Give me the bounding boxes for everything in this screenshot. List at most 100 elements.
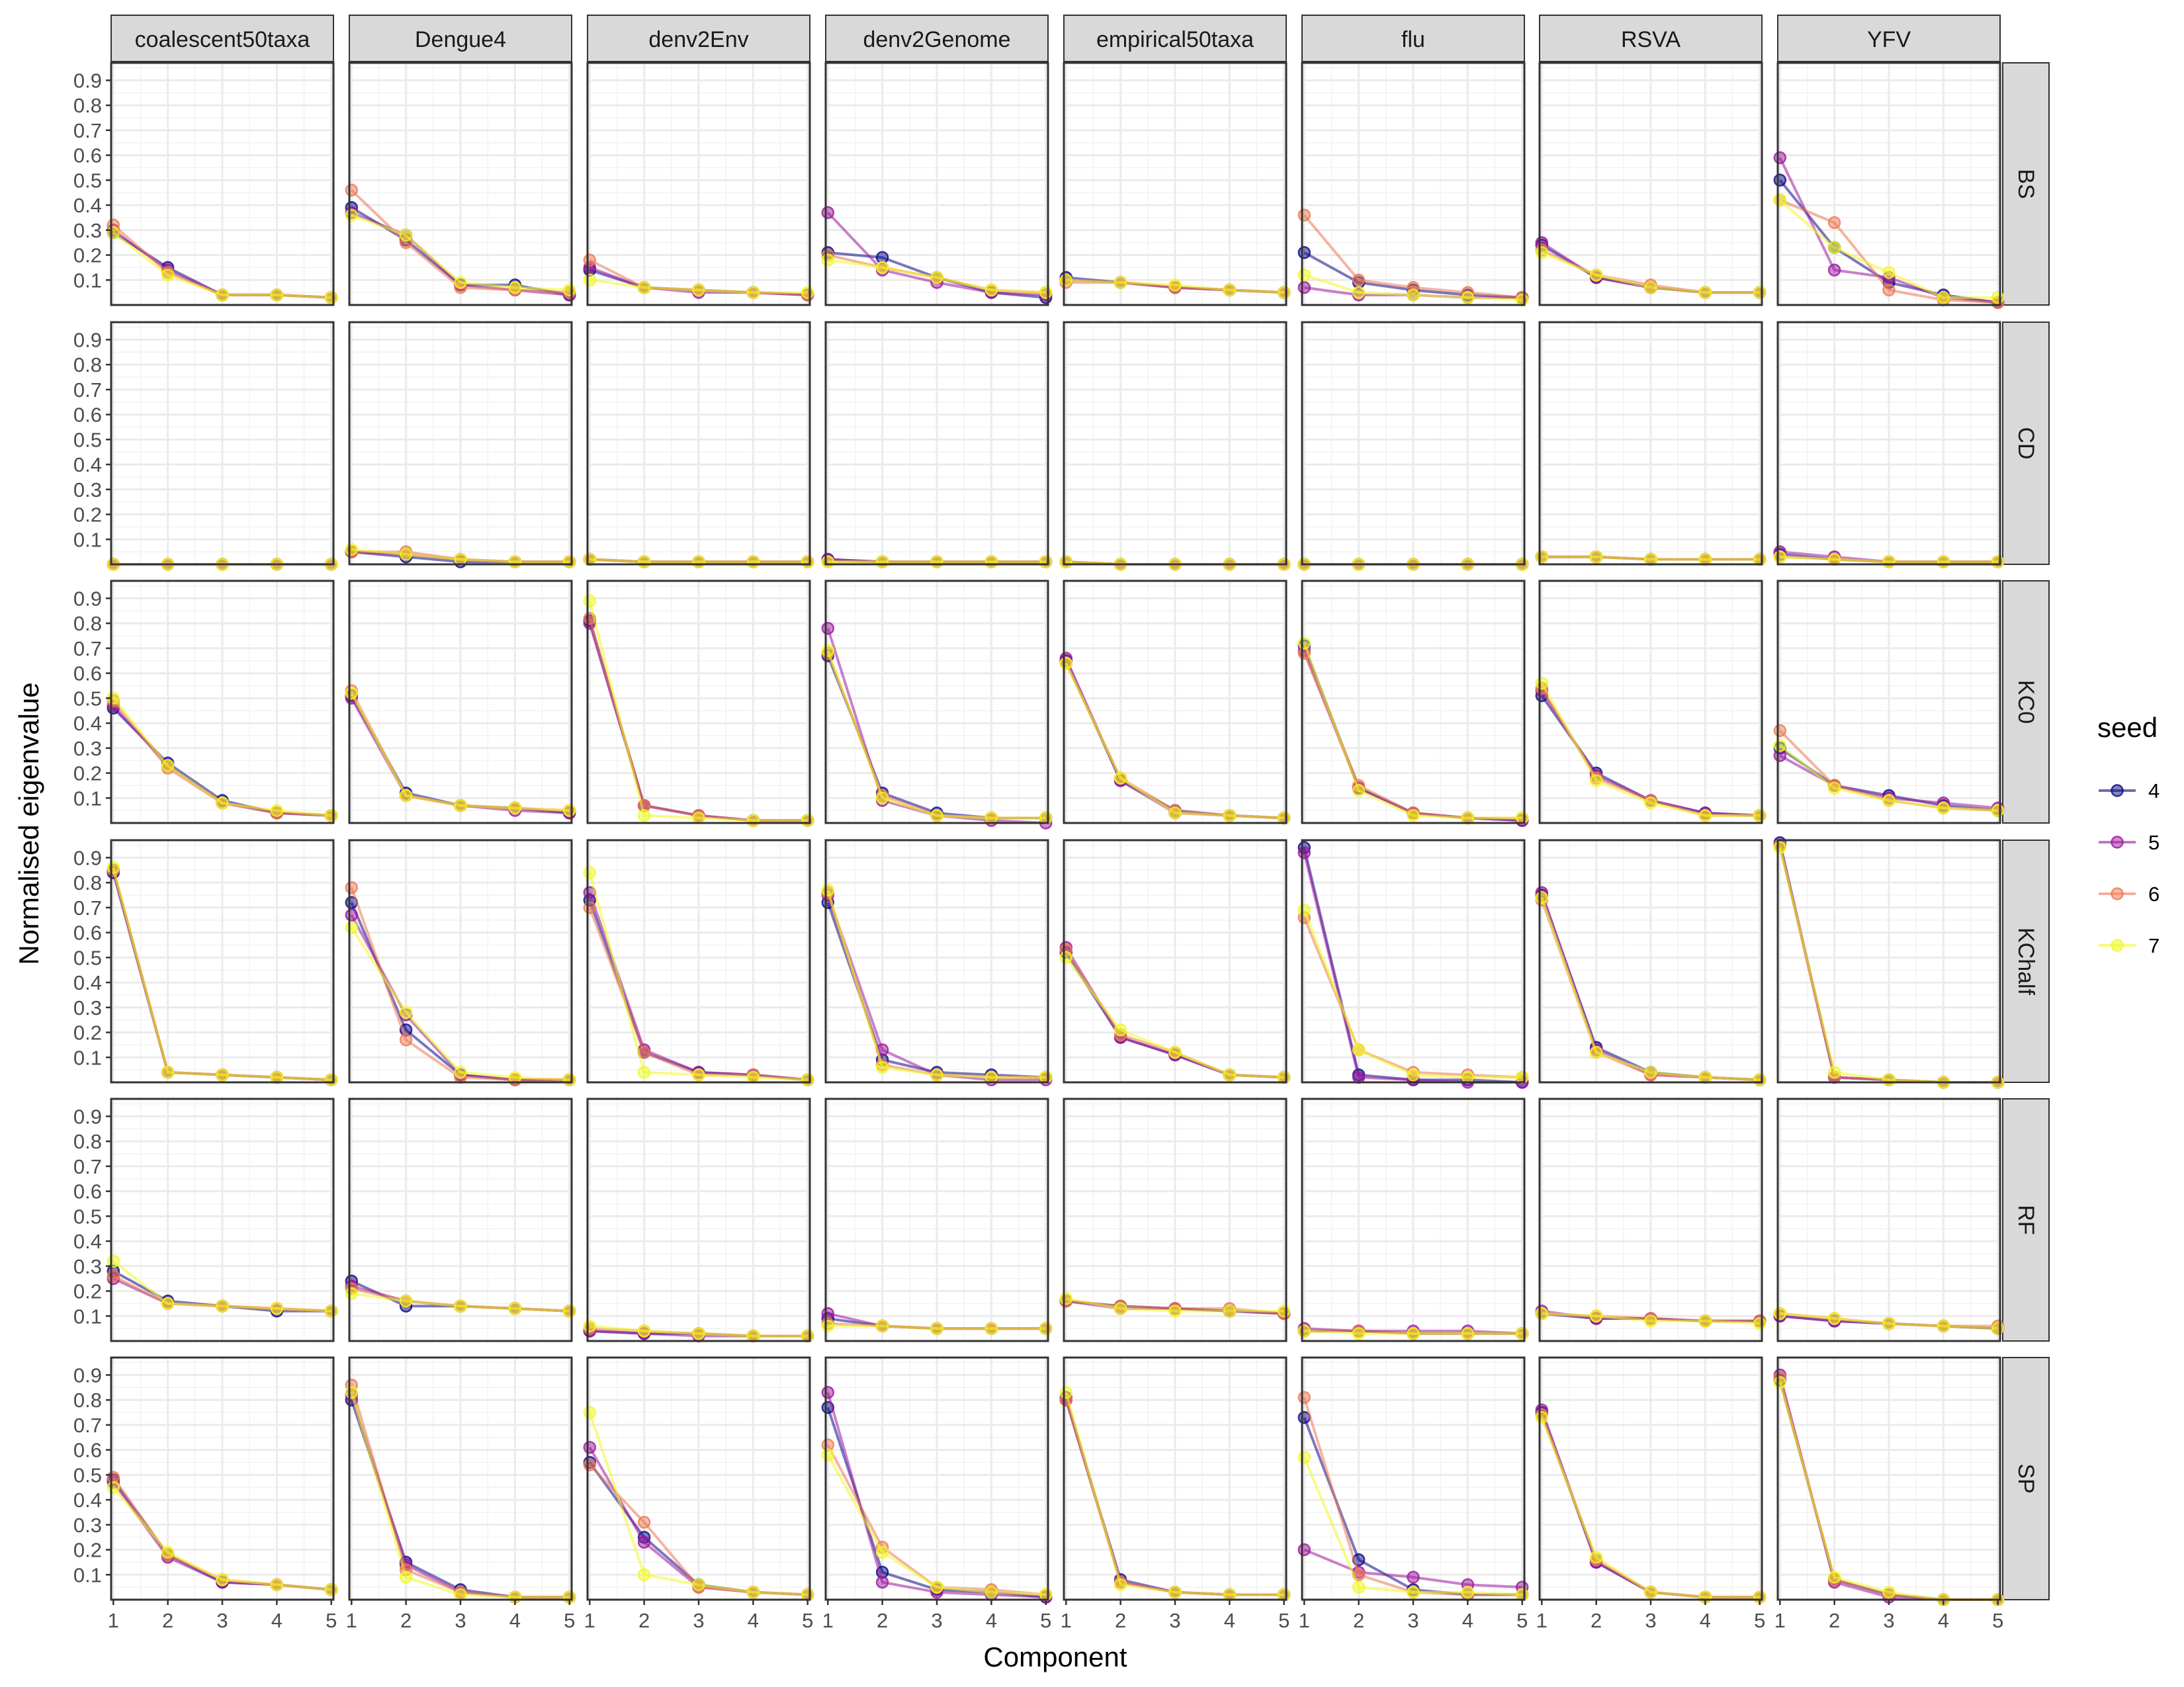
data-point — [583, 552, 597, 566]
data-point — [1297, 636, 1311, 650]
data-point — [1461, 1326, 1475, 1340]
row-strip-BS — [2002, 62, 2050, 306]
panel-SP-Dengue4: 1 2 3 4 5 — [345, 1356, 576, 1632]
data-point — [1882, 266, 1896, 279]
panel-SP-YFV: 1 2 3 4 5 — [1773, 1356, 2005, 1632]
data-point — [1644, 281, 1657, 294]
y-tick-label: 0.6 — [73, 144, 102, 167]
data-point — [583, 1319, 597, 1333]
y-tick-label: 0.1 — [73, 528, 102, 551]
x-tick-label: 2 — [162, 1609, 173, 1632]
data-point — [1277, 1304, 1291, 1318]
y-tick-label: 0.1 — [73, 1305, 102, 1328]
data-point — [1644, 797, 1657, 810]
data-point — [1827, 1571, 1841, 1584]
data-point — [345, 183, 359, 197]
x-tick-label: 5 — [564, 1609, 575, 1632]
x-tick-label: 3 — [1645, 1609, 1656, 1632]
data-point — [1535, 246, 1549, 259]
data-point — [1277, 1588, 1291, 1602]
data-point — [1515, 293, 1529, 307]
x-tick-label: 4 — [748, 1609, 759, 1632]
data-point — [1535, 1307, 1549, 1320]
panel-KChalf-RSVA — [1535, 839, 1767, 1086]
data-point — [454, 1299, 467, 1313]
y-tick-label: 0.3 — [73, 219, 102, 242]
data-point — [345, 908, 359, 922]
data-point — [583, 594, 597, 607]
data-point — [216, 1299, 229, 1313]
data-point — [1461, 811, 1475, 825]
data-point — [746, 555, 760, 568]
data-point — [324, 1304, 338, 1318]
data-point — [583, 1406, 597, 1419]
data-point — [1827, 552, 1841, 566]
column-strip-label: Dengue4 — [415, 27, 506, 52]
data-point — [1352, 784, 1366, 797]
column-strip-label: denv2Env — [648, 27, 748, 52]
data-point — [930, 1068, 943, 1082]
panel-KC0-Dengue4 — [345, 580, 576, 824]
data-point — [1352, 273, 1366, 287]
x-tick-label: 3 — [1407, 1609, 1419, 1632]
data-point — [1753, 1317, 1767, 1330]
legend-key-point — [2111, 784, 2124, 797]
data-point — [746, 1070, 760, 1084]
panel-SP-denv2Env: 1 2 3 4 5 — [583, 1356, 814, 1632]
panel-SP-flu: 1 2 3 4 5 — [1297, 1356, 1529, 1632]
y-tick-label: 0.1 — [73, 787, 102, 810]
data-point — [583, 273, 597, 287]
y-tick-label: 0.9 — [73, 1105, 102, 1128]
y-tick-label: 0.2 — [73, 1539, 102, 1562]
panel-border — [824, 321, 1049, 566]
legend-key-point — [2111, 836, 2124, 849]
panel-KC0-coalescent50taxa: 0.10.20.30.40.50.60.70.80.9 — [73, 580, 338, 824]
data-point — [345, 921, 359, 934]
x-tick-label: 1 — [584, 1609, 595, 1632]
y-tick-label: 0.7 — [73, 1155, 102, 1178]
data-point — [801, 1329, 814, 1343]
data-point — [821, 253, 835, 267]
data-point — [1059, 1292, 1073, 1305]
legend-entry-label: 7 — [2148, 934, 2160, 957]
data-point — [1059, 951, 1073, 965]
panel-RF-YFV — [1773, 1098, 2005, 1342]
data-point — [1698, 808, 1712, 822]
y-tick-label: 0.4 — [73, 1489, 102, 1512]
panel-KC0-YFV — [1773, 580, 2005, 824]
data-point — [583, 901, 597, 914]
x-tick-label: 2 — [877, 1609, 888, 1632]
column-strip-label: flu — [1401, 27, 1425, 52]
row-strip-label: SP — [2013, 1463, 2038, 1493]
data-point — [216, 1573, 229, 1586]
data-point — [821, 883, 835, 897]
data-point — [107, 1270, 120, 1283]
y-tick-label: 0.4 — [73, 971, 102, 994]
panel-border — [1063, 580, 1288, 824]
data-point — [1773, 173, 1787, 187]
data-point — [399, 1294, 413, 1308]
data-point — [1827, 1066, 1841, 1079]
data-point — [1297, 268, 1311, 282]
panel-border — [110, 839, 335, 1084]
y-tick-label: 0.5 — [73, 687, 102, 710]
row-strip-KChalf — [2002, 840, 2050, 1083]
panel-RF-Dengue4 — [345, 1098, 576, 1342]
column-strip-coalescent50taxa — [110, 15, 334, 62]
data-point — [1515, 1070, 1529, 1084]
data-point — [1297, 846, 1311, 859]
legend-entry-label: 4 — [2148, 779, 2160, 802]
data-point — [1297, 281, 1311, 294]
panel-border — [110, 321, 335, 566]
data-point — [1352, 1326, 1366, 1340]
x-tick-label: 4 — [986, 1609, 997, 1632]
panel-SP-coalescent50taxa: 0.10.20.30.40.50.60.70.80.9 1 2 3 4 5 — [73, 1356, 338, 1632]
data-point — [508, 1070, 522, 1084]
y-axis-label: Normalised eigenvalue — [13, 682, 44, 965]
data-point — [1297, 1543, 1311, 1557]
data-point — [1059, 555, 1073, 568]
y-tick-label: 0.2 — [73, 1280, 102, 1303]
legend: seed 4 5 6 7 — [2097, 712, 2160, 957]
data-point — [746, 1585, 760, 1599]
data-point — [454, 1066, 467, 1079]
